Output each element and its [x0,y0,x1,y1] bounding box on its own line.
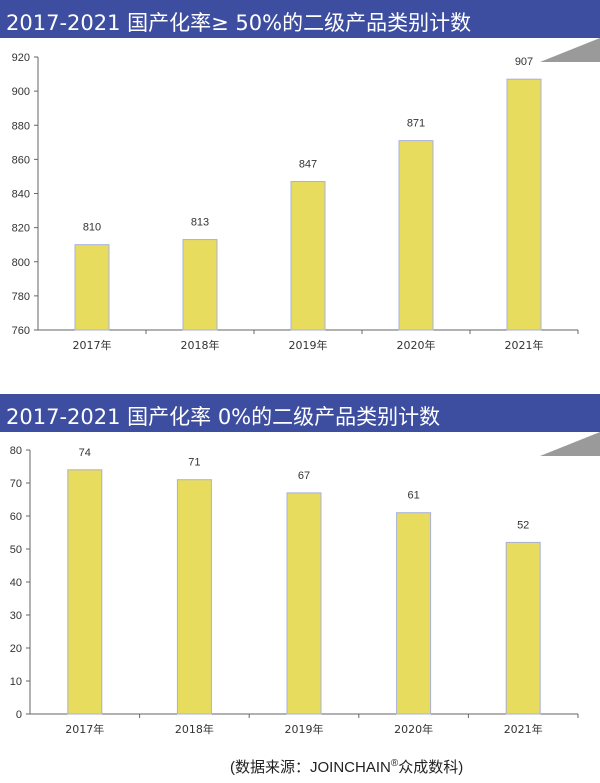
bar-value-label: 61 [407,490,419,502]
source-suffix: 众成数科) [398,759,464,776]
bar-chart-2: 0 10 20 30 40 50 60 70 80 74 2017年 71 2018年 67 2019年 61… [10,445,579,736]
y-tick-label: 10 [10,676,22,688]
y-tick-label: 900 [12,86,30,98]
registered-mark: ® [390,758,399,769]
x-category-label: 2017年 [65,722,104,736]
chart-title-1: 2017-2021 国产化率≥ 50%的二级产品类别计数 [6,11,472,35]
bar-value-label: 67 [298,470,310,482]
x-category-label: 2019年 [285,722,324,736]
bar-chart-1: 760 780 800 820 840 860 880 900 920 810 2017年 813 20… [12,52,579,352]
bar [505,541,541,715]
title-corner-accent-1 [540,38,600,62]
chart-title-bar-1: 2017-2021 国产化率≥ 50%的二级产品类别计数 [0,0,600,38]
bar [396,512,432,715]
y-tick-label: 40 [10,577,22,589]
y-tick-label: 840 [12,189,30,201]
x-category-label: 2017年 [73,338,112,352]
chart-title-2: 2017-2021 国产化率 0%的二级产品类别计数 [6,405,441,429]
y-tick-label: 50 [10,544,22,556]
bar [176,479,212,715]
bar [398,140,434,331]
y-tick-label: 920 [12,52,30,64]
chart-panel-1: 2017-2021 国产化率≥ 50%的二级产品类别计数 760 780 800 82… [0,0,600,380]
x-category-label: 2021年 [505,338,544,352]
y-tick-label: 20 [10,643,22,655]
y-tick-label: 780 [12,291,30,303]
chart-title-bar-2: 2017-2021 国产化率 0%的二级产品类别计数 [0,394,600,432]
x-category-label: 2018年 [181,338,220,352]
y-tick-label: 0 [16,709,22,721]
y-tick-label: 800 [12,257,30,269]
bar [286,492,322,715]
bar-value-label: 52 [517,519,529,531]
source-prefix: (数据来源：JOINCHAIN [230,759,391,776]
x-category-label: 2020年 [394,722,433,736]
y-tick-label: 60 [10,511,22,523]
chart-panel-2: 2017-2021 国产化率 0%的二级产品类别计数 0 10 20 30 40 50 60… [0,394,600,756]
bar-value-label: 907 [515,56,533,68]
bar-value-label: 813 [191,217,209,229]
y-tick-label: 820 [12,223,30,235]
x-category-label: 2021年 [504,722,543,736]
title-corner-accent-2 [540,432,600,456]
bar-value-label: 871 [407,118,425,130]
bar [67,469,103,715]
bar [182,239,218,331]
y-tick-label: 880 [12,120,30,132]
y-tick-label: 70 [10,478,22,490]
x-category-label: 2019年 [289,338,328,352]
x-category-label: 2020年 [397,338,436,352]
bar-value-label: 71 [188,457,200,469]
bar-value-label: 74 [79,447,91,459]
bar-value-label: 810 [83,222,101,234]
y-tick-label: 80 [10,445,22,457]
y-tick-label: 30 [10,610,22,622]
y-tick-label: 860 [12,154,30,166]
bar-value-label: 847 [299,159,317,171]
x-category-label: 2018年 [175,722,214,736]
bar [74,244,110,331]
bar [290,181,326,331]
source-note: (数据来源：JOINCHAIN®众成数科) [230,756,463,777]
y-tick-label: 760 [12,325,30,337]
bar [506,78,542,331]
